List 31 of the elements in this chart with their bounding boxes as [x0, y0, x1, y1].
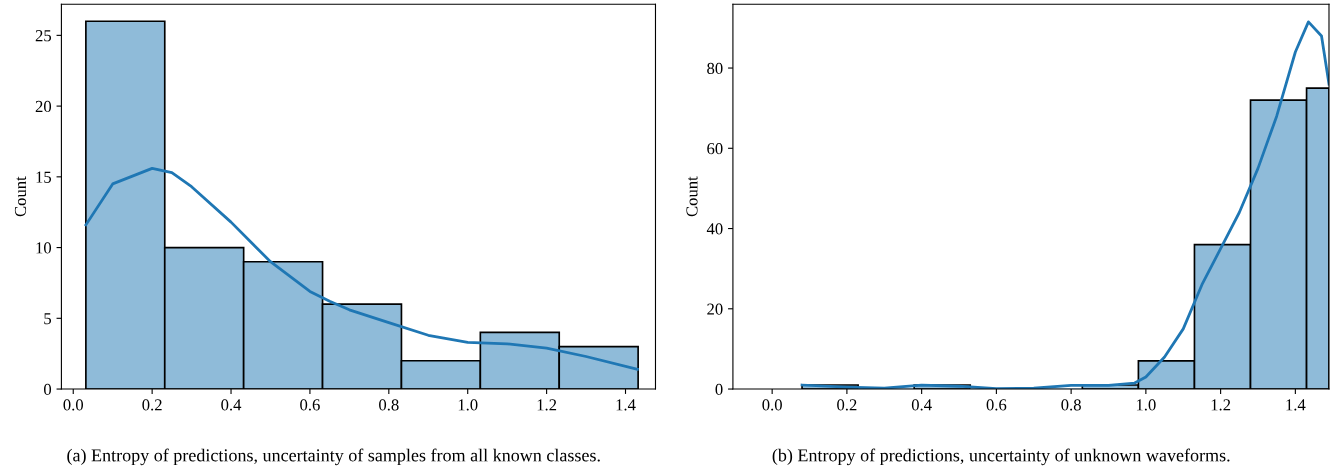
x-tick-label: 1.4 — [616, 399, 636, 411]
x-tick-label: 0.8 — [1061, 399, 1081, 411]
y-tick-label: 60 — [707, 142, 723, 155]
x-tick-label: 0.4 — [221, 399, 242, 411]
text: (a) Entropy of predictions, uncertainty of samples from all known classes. — [67, 448, 600, 466]
y-tick-label: 15 — [36, 171, 52, 183]
x-tick-label: 0.4 — [911, 399, 932, 411]
y-tick-label: 80 — [707, 62, 723, 74]
x-tick-label: 0.0 — [63, 399, 84, 411]
x-tick-label: 0.2 — [837, 399, 857, 411]
text: (b) Entropy of predictions, uncertainty of unknown waveforms. — [772, 448, 1230, 466]
y-tick-label: 20 — [707, 303, 723, 315]
y-axis-title: Count — [14, 176, 27, 217]
x-tick-label: 1.2 — [1211, 399, 1231, 411]
y-tick-label: 5 — [44, 313, 52, 325]
x-tick-label: 0.8 — [379, 399, 399, 411]
y-tick-label: 40 — [706, 223, 723, 235]
x-tick-label: 0.2 — [142, 399, 162, 411]
x-tick-label: 0.6 — [300, 399, 320, 411]
y-axis-title: Count — [686, 176, 698, 217]
y-tick-label: 10 — [36, 242, 52, 254]
x-tick-label: 1.2 — [537, 399, 557, 411]
y-tick-label: 0 — [715, 383, 723, 395]
y-tick-label: 20 — [35, 100, 52, 113]
x-tick-label: 0.6 — [986, 399, 1007, 411]
y-tick-label: 25 — [35, 30, 52, 42]
x-tick-label: 1.0 — [1136, 399, 1156, 411]
x-tick-label: 0.0 — [762, 399, 782, 411]
x-tick-label: 1.4 — [1286, 399, 1306, 411]
x-tick-label: 1.0 — [458, 399, 478, 411]
y-tick-label: 0 — [43, 383, 52, 395]
